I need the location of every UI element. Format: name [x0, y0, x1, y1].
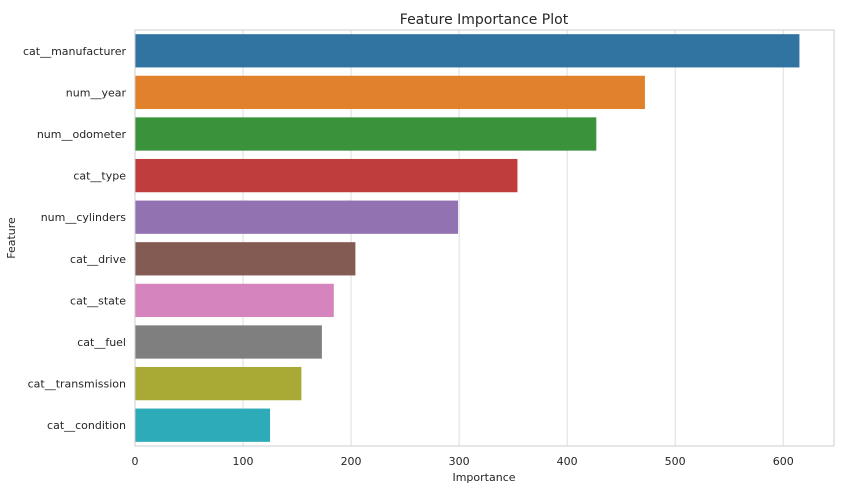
y-tick-label: cat__manufacturer	[23, 45, 126, 58]
y-tick-label: cat__condition	[47, 419, 126, 432]
y-axis-label: Feature	[5, 217, 18, 259]
bar-cat-state	[135, 283, 334, 318]
bar-num-cylinders	[135, 200, 459, 234]
x-tick-label: 100	[233, 455, 254, 468]
plot-frame	[134, 29, 835, 447]
bar-cat-drive	[135, 242, 356, 276]
y-tick-label: num__year	[66, 86, 127, 99]
bars	[135, 34, 800, 442]
y-tick-label: cat__fuel	[77, 336, 126, 349]
bar-num-year	[135, 75, 645, 110]
x-tick-labels: 0 100 200 300 400 500 600	[132, 455, 794, 468]
x-tick-label: 600	[773, 455, 794, 468]
bar-cat-fuel	[135, 325, 322, 359]
y-tick-label: cat__transmission	[28, 378, 126, 391]
x-tick-label: 0	[132, 455, 139, 468]
x-tick-label: 200	[341, 455, 362, 468]
y-tick-labels: cat__manufacturer num__year num__odometerc…	[23, 45, 127, 432]
y-tick-label: cat__drive	[70, 253, 126, 266]
x-tick-label: 300	[449, 455, 470, 468]
y-tick-label: cat__state	[70, 294, 126, 307]
bar-cat-type	[135, 158, 518, 193]
bar-cat-condition	[135, 408, 271, 442]
y-tick-label: cat__type	[73, 170, 126, 183]
x-axis-label: Importance	[452, 471, 515, 484]
y-tick-label: num__cylinders	[41, 211, 127, 224]
bar-cat-manufacturer	[135, 34, 800, 68]
chart-title: Feature Importance Plot	[400, 12, 569, 28]
bar-cat-transmission	[135, 366, 302, 401]
bar-num-odometer	[135, 117, 597, 151]
x-tick-label: 500	[665, 455, 686, 468]
x-tick-label: 400	[557, 455, 578, 468]
y-tick-label: num__odometer	[37, 128, 127, 141]
